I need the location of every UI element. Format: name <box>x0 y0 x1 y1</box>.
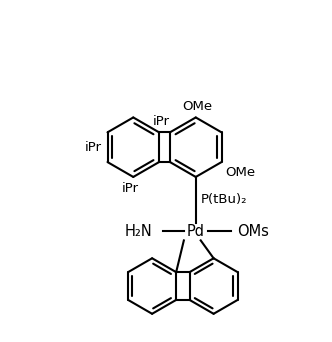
Text: P(tBu)₂: P(tBu)₂ <box>201 193 247 206</box>
Text: iPr: iPr <box>152 115 170 128</box>
Text: iPr: iPr <box>85 141 102 154</box>
Text: OMs: OMs <box>237 224 269 239</box>
Text: iPr: iPr <box>122 182 139 195</box>
Text: OMe: OMe <box>225 166 256 179</box>
Text: H₂N: H₂N <box>124 224 152 239</box>
Text: Pd: Pd <box>187 224 205 239</box>
Text: OMe: OMe <box>183 101 213 114</box>
